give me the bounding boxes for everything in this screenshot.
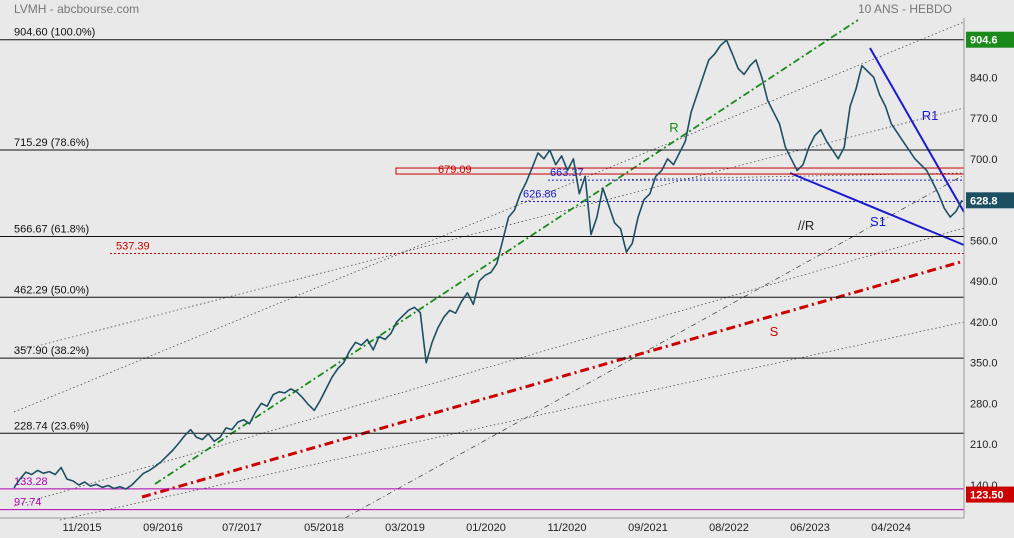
y-tick-label: 560.0 — [970, 235, 998, 247]
x-tick-label: 07/2017 — [222, 522, 262, 534]
level-label: 626.86 — [523, 188, 557, 200]
y-tick-label: 350.0 — [970, 358, 998, 370]
price-badge — [966, 486, 1014, 503]
level-label: 715.29 (78.6%) — [14, 137, 89, 149]
x-tick-label: 05/2018 — [304, 522, 344, 534]
y-tick-label: 420.0 — [970, 317, 998, 329]
annotation-parallel-R: //R — [798, 218, 815, 233]
x-tick-label: 04/2024 — [871, 522, 911, 534]
channel-line — [13, 107, 965, 353]
level-label: 133.28 — [14, 476, 48, 488]
price-badge — [966, 192, 1014, 209]
x-tick-label: 11/2020 — [548, 522, 587, 534]
x-tick-label: 08/2022 — [709, 522, 749, 534]
price-badge-label: 628.8 — [970, 195, 998, 207]
level-label: 566.67 (61.8%) — [14, 223, 89, 235]
annotation-S: S — [770, 324, 779, 339]
level-label: 904.60 (100.0%) — [14, 27, 95, 39]
annotation-S1: S1 — [870, 214, 886, 229]
level-label: 537.39 — [116, 241, 150, 253]
channel-line — [599, 172, 965, 181]
chart-header-right: 10 ANS - HEBDO — [858, 2, 952, 16]
channel-line — [13, 227, 965, 507]
channel-line — [13, 21, 965, 413]
level-label: 97.74 — [14, 497, 42, 509]
annotation-R: R — [669, 120, 678, 135]
price-badge-label: 123.50 — [970, 490, 1004, 502]
y-tick-label: 840.0 — [970, 72, 998, 84]
x-tick-label: 01/2020 — [466, 522, 506, 534]
annotation-R1: R1 — [922, 108, 939, 123]
y-tick-label: 210.0 — [970, 439, 998, 451]
y-tick-label: 490.0 — [970, 276, 998, 288]
x-tick-label: 11/2015 — [63, 522, 102, 534]
level-label: 357.90 (38.2%) — [14, 345, 89, 357]
support-line-S1 — [789, 172, 965, 246]
price-series-line — [13, 39, 963, 490]
price-badge-label: 904.6 — [970, 35, 998, 47]
x-tick-label: 06/2023 — [790, 522, 830, 534]
x-tick-label: 09/2016 — [143, 522, 183, 534]
level-label: 462.29 (50.0%) — [14, 284, 89, 296]
y-tick-label: 280.0 — [970, 398, 998, 410]
price-badge — [966, 31, 1014, 48]
y-tick-label: 770.0 — [970, 113, 998, 125]
y-tick-label: 700.0 — [970, 154, 998, 166]
x-tick-label: 09/2021 — [628, 522, 668, 534]
x-tick-label: 03/2019 — [385, 522, 425, 534]
level-label: 679.09 — [438, 164, 472, 176]
resistance-trendline-R — [154, 19, 859, 485]
chart-header-left: LVMH - abcbourse.com — [14, 2, 139, 16]
resistance-line-R1 — [869, 47, 965, 213]
level-label: 228.74 (23.6%) — [14, 420, 89, 432]
channel-line — [344, 174, 965, 519]
